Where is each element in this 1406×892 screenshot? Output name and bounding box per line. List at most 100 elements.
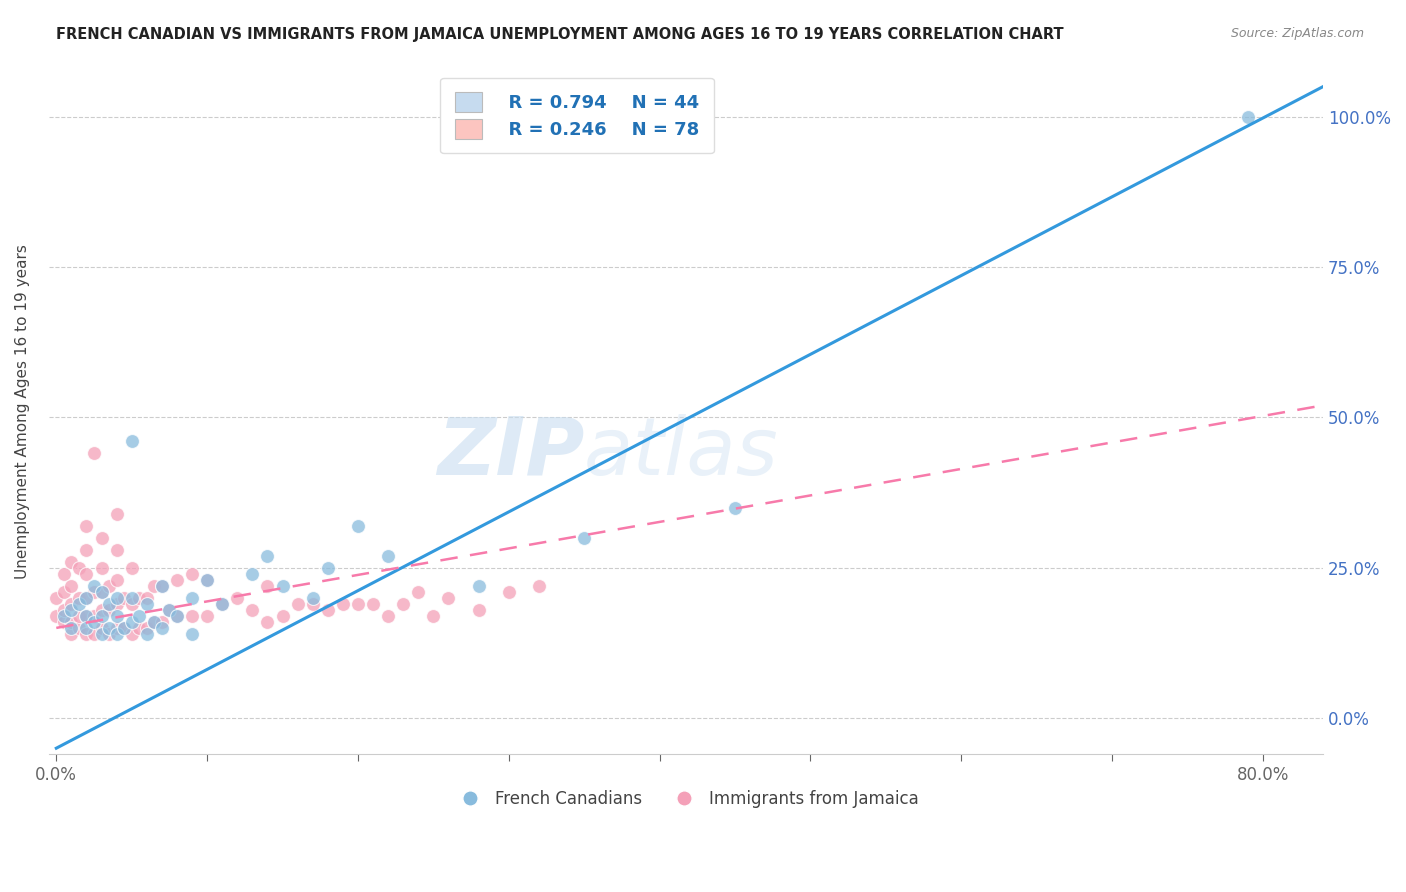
Point xyxy=(121,615,143,629)
Point xyxy=(75,608,97,623)
Point xyxy=(406,584,429,599)
Point xyxy=(52,603,75,617)
Point xyxy=(105,608,128,623)
Point xyxy=(150,615,173,629)
Point xyxy=(256,579,278,593)
Point xyxy=(83,615,105,629)
Point xyxy=(271,608,294,623)
Point xyxy=(90,584,112,599)
Point xyxy=(301,597,323,611)
Point xyxy=(60,627,83,641)
Point xyxy=(75,591,97,605)
Point xyxy=(240,566,263,581)
Point xyxy=(52,584,75,599)
Point xyxy=(67,621,90,635)
Point xyxy=(467,603,489,617)
Point xyxy=(112,591,135,605)
Point xyxy=(422,608,444,623)
Point xyxy=(112,621,135,635)
Point xyxy=(52,615,75,629)
Point xyxy=(166,608,188,623)
Point xyxy=(724,500,747,515)
Point xyxy=(128,608,150,623)
Point xyxy=(347,518,370,533)
Point xyxy=(75,627,97,641)
Point xyxy=(527,579,550,593)
Point xyxy=(143,615,166,629)
Point xyxy=(135,627,157,641)
Point xyxy=(90,560,112,574)
Point xyxy=(75,591,97,605)
Point xyxy=(121,627,143,641)
Point xyxy=(90,584,112,599)
Y-axis label: Unemployment Among Ages 16 to 19 years: Unemployment Among Ages 16 to 19 years xyxy=(15,244,30,579)
Point xyxy=(135,621,157,635)
Text: Source: ZipAtlas.com: Source: ZipAtlas.com xyxy=(1230,27,1364,40)
Legend: French Canadians, Immigrants from Jamaica: French Canadians, Immigrants from Jamaic… xyxy=(447,783,925,814)
Point xyxy=(90,608,112,623)
Point xyxy=(143,579,166,593)
Point xyxy=(135,591,157,605)
Point xyxy=(150,579,173,593)
Point xyxy=(105,573,128,587)
Point xyxy=(121,560,143,574)
Point xyxy=(256,549,278,563)
Point xyxy=(60,603,83,617)
Point xyxy=(105,542,128,557)
Point xyxy=(498,584,520,599)
Point xyxy=(240,603,263,617)
Text: ZIP: ZIP xyxy=(437,414,583,491)
Point xyxy=(98,621,121,635)
Point xyxy=(67,560,90,574)
Point xyxy=(75,621,97,635)
Point xyxy=(45,591,67,605)
Point xyxy=(287,597,309,611)
Point xyxy=(181,608,204,623)
Point xyxy=(67,608,90,623)
Point xyxy=(377,608,399,623)
Point xyxy=(67,591,90,605)
Point xyxy=(60,579,83,593)
Point xyxy=(90,603,112,617)
Point xyxy=(226,591,249,605)
Point xyxy=(105,621,128,635)
Point xyxy=(195,608,218,623)
Point xyxy=(75,566,97,581)
Point xyxy=(361,597,384,611)
Point xyxy=(60,597,83,611)
Point xyxy=(143,615,166,629)
Point xyxy=(83,579,105,593)
Point xyxy=(105,627,128,641)
Point xyxy=(166,573,188,587)
Point xyxy=(166,608,188,623)
Point xyxy=(90,621,112,635)
Point xyxy=(98,579,121,593)
Point xyxy=(45,608,67,623)
Point xyxy=(83,584,105,599)
Point xyxy=(75,608,97,623)
Point xyxy=(60,615,83,629)
Point xyxy=(98,627,121,641)
Point xyxy=(271,579,294,593)
Point xyxy=(83,446,105,460)
Point xyxy=(67,597,90,611)
Point xyxy=(181,627,204,641)
Point xyxy=(316,560,339,574)
Point xyxy=(301,591,323,605)
Point xyxy=(98,603,121,617)
Point xyxy=(60,555,83,569)
Point xyxy=(467,579,489,593)
Point xyxy=(150,579,173,593)
Point xyxy=(60,621,83,635)
Text: atlas: atlas xyxy=(583,414,779,491)
Point xyxy=(377,549,399,563)
Point xyxy=(121,434,143,449)
Point xyxy=(90,531,112,545)
Point xyxy=(52,566,75,581)
Point xyxy=(90,627,112,641)
Point xyxy=(572,531,595,545)
Point xyxy=(112,621,135,635)
Point xyxy=(195,573,218,587)
Point xyxy=(83,627,105,641)
Point xyxy=(105,507,128,521)
